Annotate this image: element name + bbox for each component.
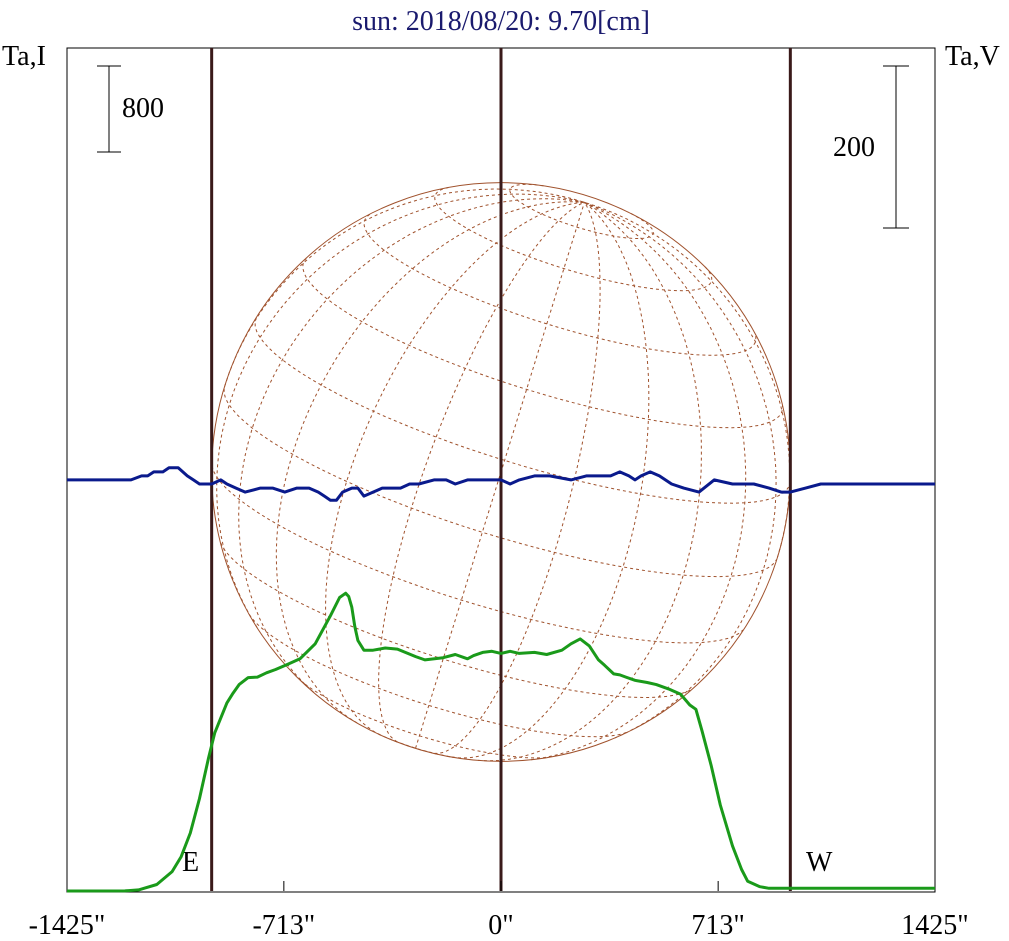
scale-value-right: 200	[833, 132, 875, 163]
x-tick-label: 1425"	[901, 910, 968, 941]
x-tick-label: 0"	[488, 910, 513, 941]
grid-line	[254, 317, 791, 504]
scale-bar-right: 200	[833, 65, 909, 229]
solar-disk	[211, 182, 791, 762]
limb-lines	[210, 48, 792, 891]
series-polarization-line	[67, 466, 935, 502]
data-series	[66, 466, 935, 893]
grid-line	[378, 201, 585, 743]
grid-line	[300, 680, 549, 759]
grid-line	[509, 183, 654, 239]
grid-line	[415, 202, 585, 749]
left-axis-label: Ta,I	[2, 41, 46, 72]
x-tick-label: -713"	[252, 910, 315, 941]
grid-line	[216, 193, 585, 628]
x-axis-ticks: -1425" -713" 0" 713" 1425"	[29, 881, 969, 941]
grid-line	[224, 188, 585, 387]
grid-line	[238, 198, 585, 693]
grid-line	[378, 733, 455, 758]
chart-title: sun: 2018/08/20: 9.70[cm]	[352, 6, 650, 37]
heliographic-grid	[211, 183, 791, 762]
grid-line	[363, 213, 757, 356]
grid-line	[434, 202, 601, 754]
grid-line	[223, 388, 778, 578]
grid-line	[477, 201, 702, 762]
grid-line	[434, 187, 713, 292]
x-tick-label: 713"	[691, 910, 744, 941]
grid-line	[302, 257, 783, 429]
grid-line	[275, 201, 585, 724]
scale-bar-left: 800	[97, 65, 164, 153]
series-intensity-line	[66, 591, 935, 893]
grid-line	[248, 614, 629, 738]
grid-line	[211, 465, 744, 644]
grid-line	[584, 201, 791, 558]
west-marker: W	[806, 847, 833, 878]
scale-value-left: 800	[122, 93, 164, 124]
right-axis-label: Ta,V	[945, 41, 1000, 72]
grid-line	[584, 201, 777, 739]
x-tick-label: -1425"	[29, 910, 106, 941]
grid-line	[531, 201, 747, 761]
east-marker: E	[182, 847, 199, 878]
